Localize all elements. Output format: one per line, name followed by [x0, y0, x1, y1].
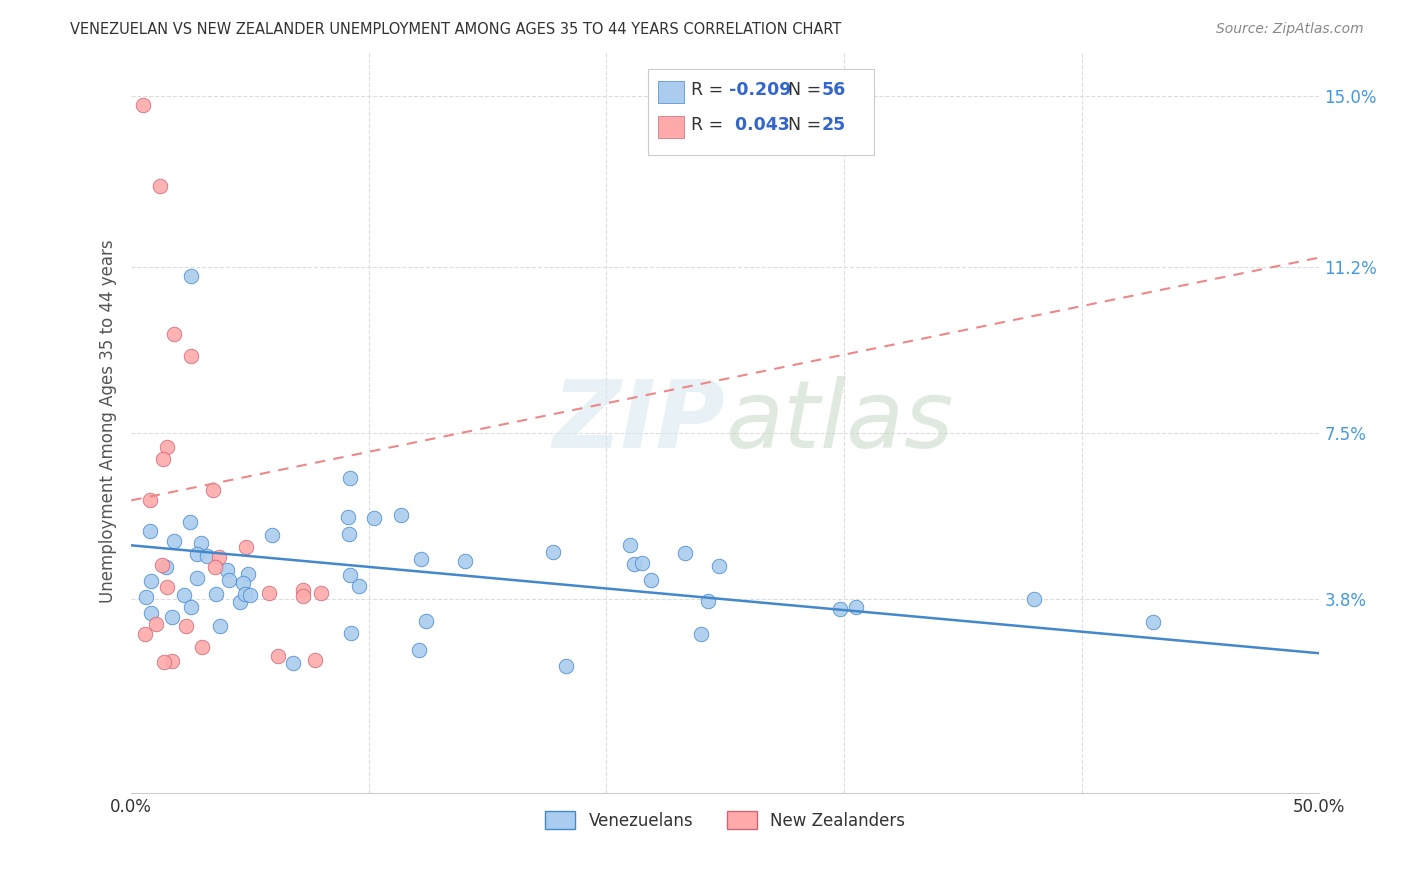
- Point: [454, 554, 477, 568]
- FancyBboxPatch shape: [658, 81, 683, 103]
- Text: -0.209: -0.209: [728, 81, 792, 99]
- Point: [191, 640, 214, 654]
- Point: [209, 619, 232, 633]
- Point: [132, 97, 155, 112]
- Point: [208, 549, 231, 564]
- Point: [845, 600, 868, 615]
- Point: [195, 549, 218, 563]
- Point: [139, 574, 162, 589]
- Point: [173, 588, 195, 602]
- Point: [204, 559, 226, 574]
- FancyBboxPatch shape: [658, 116, 683, 138]
- Point: [236, 566, 259, 581]
- Point: [389, 508, 412, 522]
- Point: [260, 528, 283, 542]
- Point: [134, 626, 156, 640]
- Point: [135, 590, 157, 604]
- Point: [233, 587, 256, 601]
- Point: [174, 619, 197, 633]
- Point: [1024, 592, 1046, 607]
- Point: [152, 451, 174, 466]
- Point: [363, 511, 385, 525]
- Point: [235, 540, 257, 554]
- Text: Source: ZipAtlas.com: Source: ZipAtlas.com: [1216, 22, 1364, 37]
- Point: [623, 557, 645, 571]
- Point: [160, 654, 183, 668]
- Point: [339, 568, 361, 582]
- Text: 56: 56: [821, 81, 846, 99]
- Point: [415, 614, 437, 628]
- Legend: Venezuelans, New Zealanders: Venezuelans, New Zealanders: [538, 805, 911, 837]
- Point: [153, 656, 176, 670]
- Point: [186, 547, 208, 561]
- Point: [673, 546, 696, 560]
- Text: 0.043: 0.043: [728, 116, 790, 134]
- Point: [337, 509, 360, 524]
- Point: [155, 560, 177, 574]
- Text: atlas: atlas: [725, 376, 953, 467]
- Point: [640, 573, 662, 587]
- Point: [304, 653, 326, 667]
- Point: [1142, 615, 1164, 629]
- Y-axis label: Unemployment Among Ages 35 to 44 years: Unemployment Among Ages 35 to 44 years: [100, 240, 117, 604]
- Text: R =: R =: [690, 116, 728, 134]
- Text: 25: 25: [821, 116, 846, 134]
- Point: [696, 594, 718, 608]
- Point: [180, 350, 202, 364]
- Point: [139, 493, 162, 508]
- Point: [232, 576, 254, 591]
- Point: [139, 524, 162, 539]
- Point: [218, 573, 240, 587]
- Point: [830, 602, 852, 616]
- Point: [180, 268, 202, 283]
- Point: [408, 643, 430, 657]
- Point: [281, 656, 304, 670]
- Point: [149, 178, 172, 193]
- Point: [631, 556, 654, 570]
- Point: [339, 471, 361, 485]
- Point: [239, 588, 262, 602]
- Text: N =: N =: [789, 81, 827, 99]
- Point: [291, 589, 314, 603]
- Point: [163, 326, 186, 341]
- Point: [309, 585, 332, 599]
- Point: [267, 648, 290, 663]
- Point: [204, 587, 226, 601]
- Point: [202, 483, 225, 497]
- Point: [337, 527, 360, 541]
- Point: [215, 563, 238, 577]
- Point: [257, 586, 280, 600]
- Text: VENEZUELAN VS NEW ZEALANDER UNEMPLOYMENT AMONG AGES 35 TO 44 YEARS CORRELATION C: VENEZUELAN VS NEW ZEALANDER UNEMPLOYMENT…: [70, 22, 842, 37]
- Point: [145, 616, 167, 631]
- Point: [555, 658, 578, 673]
- Point: [180, 600, 202, 615]
- Text: N =: N =: [789, 116, 827, 134]
- Point: [292, 582, 315, 597]
- Point: [619, 537, 641, 551]
- Point: [707, 559, 730, 574]
- Point: [409, 551, 432, 566]
- Point: [156, 581, 179, 595]
- Text: ZIP: ZIP: [553, 376, 725, 467]
- Point: [541, 544, 564, 558]
- Point: [340, 626, 363, 640]
- Text: R =: R =: [690, 81, 728, 99]
- Point: [160, 609, 183, 624]
- Point: [179, 515, 201, 529]
- Point: [229, 595, 252, 609]
- FancyBboxPatch shape: [648, 70, 873, 154]
- Point: [150, 558, 173, 572]
- Point: [163, 533, 186, 548]
- Point: [347, 579, 370, 593]
- Point: [689, 627, 711, 641]
- Point: [190, 536, 212, 550]
- Point: [186, 571, 208, 585]
- Point: [156, 440, 179, 454]
- Point: [141, 606, 163, 620]
